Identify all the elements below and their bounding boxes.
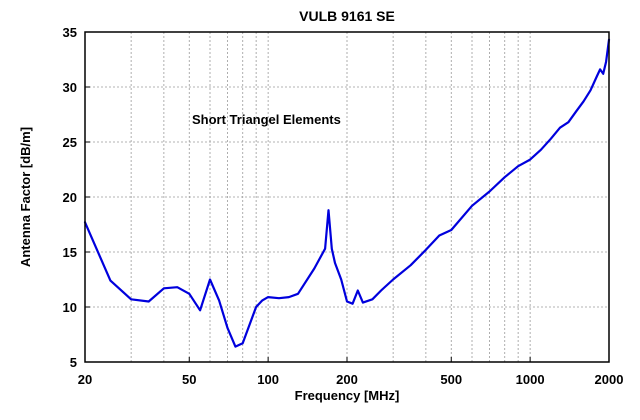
x-axis-ticks: 20 50 100 200 500 1000 2000 — [78, 357, 624, 387]
y-tick-label: 25 — [63, 135, 77, 150]
y-tick-label: 35 — [63, 25, 77, 40]
y-tick-label: 30 — [63, 80, 77, 95]
x-tick-label: 50 — [182, 372, 196, 387]
y-tick-label: 20 — [63, 190, 77, 205]
y-axis-label: Antenna Factor [dB/m] — [18, 127, 33, 267]
chart-title: VULB 9161 SE — [299, 8, 395, 24]
series-layer — [83, 38, 611, 348]
x-axis-label: Frequency [MHz] — [295, 388, 400, 403]
chart-annotation: Short Triangel Elements — [192, 112, 341, 127]
y-axis-ticks: 5 10 15 20 25 30 35 — [63, 25, 90, 370]
x-tick-label: 500 — [440, 372, 462, 387]
x-tick-label: 2000 — [595, 372, 624, 387]
y-tick-label: 15 — [63, 245, 77, 260]
x-tick-label: 200 — [336, 372, 358, 387]
y-tick-label: 10 — [63, 300, 77, 315]
x-tick-label: 20 — [78, 372, 92, 387]
x-tick-label: 100 — [257, 372, 279, 387]
y-tick-label: 5 — [70, 355, 77, 370]
grid — [85, 32, 609, 362]
x-tick-label: 1000 — [516, 372, 545, 387]
series-line — [83, 38, 611, 348]
